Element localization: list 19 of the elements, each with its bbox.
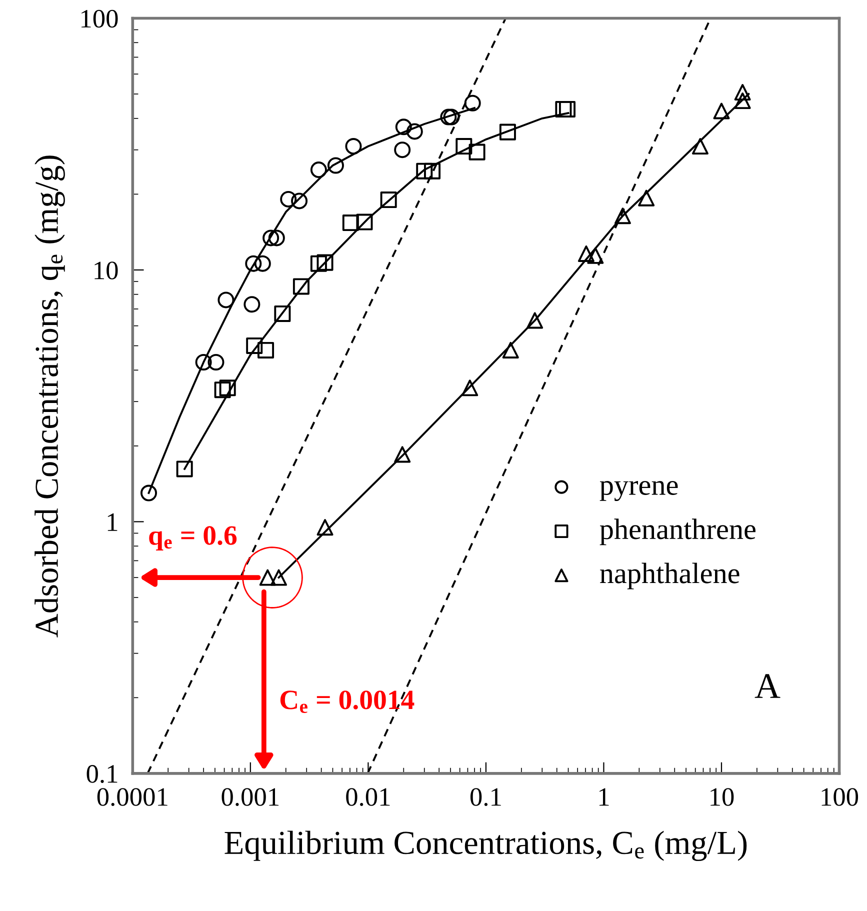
legend-label: naphthalene — [600, 562, 740, 590]
x-tick-label: 0.0001 — [97, 788, 168, 806]
annotation: A — [754, 674, 780, 698]
x-axis-title: Equilibrium Concentrations, C$_{e}$ (mg/L) — [224, 830, 747, 862]
x-tick-label: 0.1 — [470, 788, 501, 806]
y-tick-label: 10 — [94, 262, 118, 280]
legend-label: pyrene — [600, 480, 678, 501]
y-tick-label: 100 — [82, 10, 118, 28]
x-tick-label: 0.01 — [346, 788, 390, 806]
x-tick-label: 0.001 — [222, 788, 279, 806]
y-tick-label: 0.1 — [86, 765, 118, 783]
x-tick-label: 100 — [822, 788, 858, 806]
annotation: C$_{e}$ = 0.0014 — [280, 690, 414, 714]
legend-label: phenanthrene — [600, 518, 756, 546]
x-tick-label: 1 — [599, 788, 609, 806]
annotation: q$_{e}$ = 0.6 — [149, 526, 237, 551]
x-tick-label: 10 — [710, 788, 734, 806]
y-tick-label: 1 — [108, 513, 118, 531]
y-axis-title: Adsorbed Concentrations, q$_{e}$ (mg/g) — [34, 156, 65, 638]
